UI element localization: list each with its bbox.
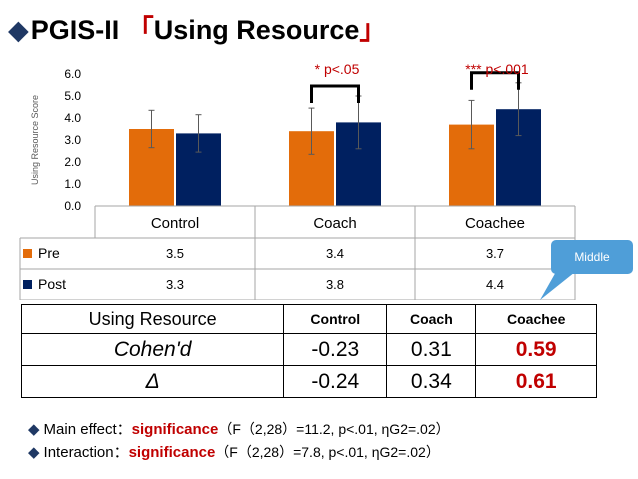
diamond-icon: ◆: [28, 444, 40, 461]
table-header-cell: Coachee: [475, 304, 597, 334]
bar-chart: Using Resource Score 0.0 1.0 2.0 3.0 4.0 5.0 6.…: [19, 61, 576, 300]
table-cell: -0.24: [283, 365, 388, 398]
table-row: Cohen'd -0.23 0.31 0.59: [20, 333, 597, 366]
callout-label: Middle: [574, 250, 610, 264]
row-label: Cohen'd: [20, 333, 285, 366]
y-tick-label: 2.0: [64, 155, 81, 169]
note-stat: （F（2,28）=11.2, p<.01, ηG2=.02）: [218, 421, 450, 437]
note-significance: significance: [128, 444, 216, 461]
middle-callout: Middle: [551, 240, 633, 274]
y-tick-label: 4.0: [64, 111, 81, 125]
data-label: 4.4: [486, 277, 504, 292]
data-label: 3.8: [326, 277, 344, 292]
y-tick-label: 1.0: [64, 177, 81, 191]
table-header-cell: Using Resource: [20, 304, 285, 334]
category-label: Control: [151, 215, 199, 232]
data-label: 3.5: [166, 246, 184, 261]
data-label: 3.4: [326, 246, 344, 261]
legend-label: Post: [38, 276, 66, 292]
table-header-cell: Coach: [386, 304, 477, 334]
category-label: Coach: [313, 215, 356, 232]
data-label: 3.3: [166, 277, 184, 292]
table-cell: -0.23: [283, 333, 388, 366]
y-tick-label: 0.0: [64, 199, 81, 213]
effect-size-table: Using Resource Control Coach Coachee Coh…: [20, 304, 597, 398]
title-main: PGIS-II: [30, 15, 127, 45]
table-cell: 0.31: [386, 333, 477, 366]
title-open-bracket: 「: [126, 15, 154, 45]
y-tick-label: 3.0: [64, 133, 81, 147]
y-tick-label: 6.0: [64, 67, 81, 81]
table-header-row: Using Resource Control Coach Coachee: [20, 304, 597, 334]
diamond-icon: ◆: [8, 15, 29, 45]
slide-title: ◆PGIS-II 「Using Resource」: [8, 8, 386, 47]
title-close-bracket: 」: [359, 15, 387, 45]
legend-label: Pre: [38, 245, 60, 261]
note-prefix: Main effect：: [43, 421, 132, 438]
statistics-notes: ◆ Main effect：significance（F（2,28）=11.2, …: [28, 418, 450, 464]
table-cell-highlight: 0.61: [475, 365, 597, 398]
table-header-cell: Control: [283, 304, 388, 334]
significance-label: * p<.05: [315, 61, 360, 77]
significance-label: *** p<.001: [465, 61, 529, 77]
category-label: Coachee: [465, 215, 525, 232]
row-label: Δ: [20, 365, 285, 398]
data-label: 3.7: [486, 246, 504, 261]
legend-swatch-pre: [23, 249, 32, 258]
note-main-effect: ◆ Main effect：significance（F（2,28）=11.2, …: [28, 418, 450, 441]
y-axis-label: Using Resource Score: [30, 95, 40, 185]
note-stat: （F（2,28）=7.8, p<.01, ηG2=.02）: [215, 444, 440, 460]
significance-bracket: [470, 71, 520, 90]
y-tick-label: 5.0: [64, 89, 81, 103]
diamond-icon: ◆: [28, 421, 40, 438]
title-highlight: Using Resource: [153, 15, 360, 45]
table-row: Δ -0.24 0.34 0.61: [20, 365, 597, 398]
note-prefix: Interaction：: [43, 444, 129, 461]
legend-swatch-post: [23, 280, 32, 289]
note-interaction: ◆ Interaction：significance（F（2,28）=7.8, p…: [28, 441, 450, 464]
table-cell-highlight: 0.59: [475, 333, 597, 366]
table-cell: 0.34: [386, 365, 477, 398]
significance-bracket: [310, 84, 360, 103]
note-significance: significance: [131, 421, 219, 438]
